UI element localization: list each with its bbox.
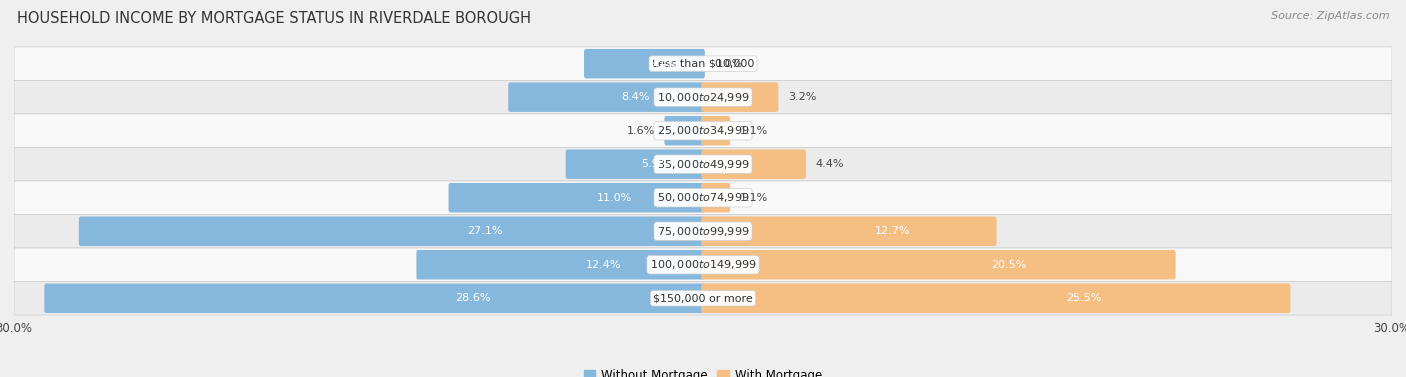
Text: 5.9%: 5.9% bbox=[641, 159, 669, 169]
FancyBboxPatch shape bbox=[79, 216, 704, 246]
Text: 1.1%: 1.1% bbox=[740, 193, 768, 203]
FancyBboxPatch shape bbox=[45, 284, 704, 313]
FancyBboxPatch shape bbox=[565, 149, 704, 179]
FancyBboxPatch shape bbox=[14, 47, 1392, 80]
Legend: Without Mortgage, With Mortgage: Without Mortgage, With Mortgage bbox=[579, 364, 827, 377]
FancyBboxPatch shape bbox=[14, 282, 1392, 315]
Text: 27.1%: 27.1% bbox=[467, 226, 503, 236]
Text: 11.0%: 11.0% bbox=[598, 193, 633, 203]
FancyBboxPatch shape bbox=[702, 250, 1175, 279]
FancyBboxPatch shape bbox=[14, 80, 1392, 114]
Text: Source: ZipAtlas.com: Source: ZipAtlas.com bbox=[1271, 11, 1389, 21]
Text: 3.2%: 3.2% bbox=[787, 92, 817, 102]
Text: $35,000 to $49,999: $35,000 to $49,999 bbox=[657, 158, 749, 171]
FancyBboxPatch shape bbox=[14, 181, 1392, 215]
Text: 4.4%: 4.4% bbox=[815, 159, 844, 169]
Text: 28.6%: 28.6% bbox=[456, 293, 491, 303]
FancyBboxPatch shape bbox=[702, 149, 806, 179]
Text: $10,000 to $24,999: $10,000 to $24,999 bbox=[657, 91, 749, 104]
FancyBboxPatch shape bbox=[449, 183, 704, 213]
FancyBboxPatch shape bbox=[665, 116, 704, 146]
Text: 0.0%: 0.0% bbox=[714, 59, 742, 69]
Text: $100,000 to $149,999: $100,000 to $149,999 bbox=[650, 258, 756, 271]
FancyBboxPatch shape bbox=[14, 147, 1392, 181]
Text: 12.7%: 12.7% bbox=[875, 226, 910, 236]
FancyBboxPatch shape bbox=[14, 248, 1392, 282]
FancyBboxPatch shape bbox=[702, 83, 779, 112]
Text: $75,000 to $99,999: $75,000 to $99,999 bbox=[657, 225, 749, 238]
Text: HOUSEHOLD INCOME BY MORTGAGE STATUS IN RIVERDALE BOROUGH: HOUSEHOLD INCOME BY MORTGAGE STATUS IN R… bbox=[17, 11, 531, 26]
Text: 20.5%: 20.5% bbox=[991, 260, 1026, 270]
FancyBboxPatch shape bbox=[416, 250, 704, 279]
Text: 12.4%: 12.4% bbox=[585, 260, 621, 270]
FancyBboxPatch shape bbox=[508, 83, 704, 112]
Text: $50,000 to $74,999: $50,000 to $74,999 bbox=[657, 191, 749, 204]
Text: 1.6%: 1.6% bbox=[627, 126, 655, 136]
Text: Less than $10,000: Less than $10,000 bbox=[652, 59, 754, 69]
Text: $25,000 to $34,999: $25,000 to $34,999 bbox=[657, 124, 749, 137]
Text: 25.5%: 25.5% bbox=[1066, 293, 1101, 303]
FancyBboxPatch shape bbox=[14, 114, 1392, 147]
FancyBboxPatch shape bbox=[702, 284, 1291, 313]
FancyBboxPatch shape bbox=[583, 49, 704, 78]
Text: 1.1%: 1.1% bbox=[740, 126, 768, 136]
FancyBboxPatch shape bbox=[702, 183, 730, 213]
FancyBboxPatch shape bbox=[702, 116, 730, 146]
Text: $150,000 or more: $150,000 or more bbox=[654, 293, 752, 303]
Text: 8.4%: 8.4% bbox=[621, 92, 650, 102]
Text: 5.1%: 5.1% bbox=[648, 59, 676, 69]
FancyBboxPatch shape bbox=[702, 216, 997, 246]
FancyBboxPatch shape bbox=[14, 215, 1392, 248]
